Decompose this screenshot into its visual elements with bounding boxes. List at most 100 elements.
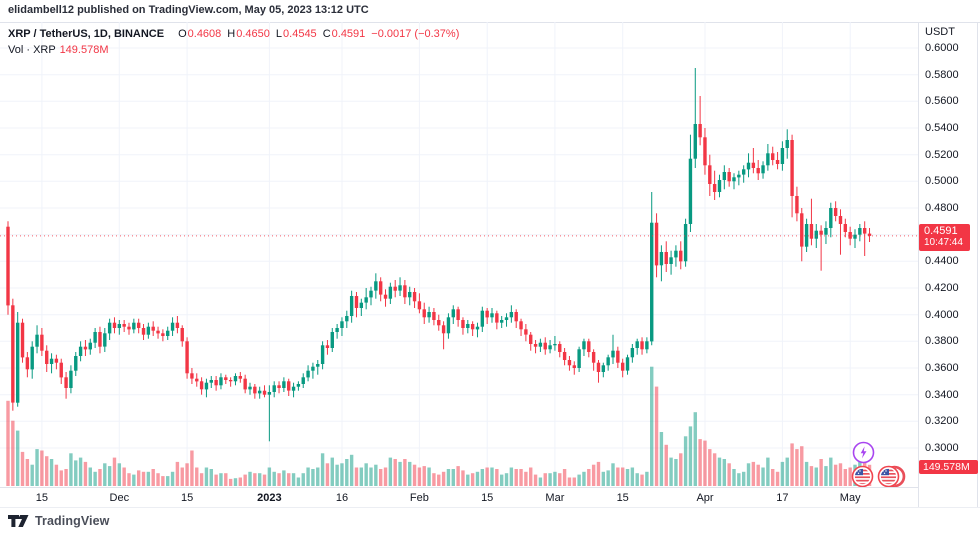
volume-bar xyxy=(466,474,470,486)
candle-body xyxy=(185,341,189,374)
volume-bar xyxy=(233,478,238,486)
candle-body xyxy=(248,386,252,390)
volume-bar xyxy=(219,473,223,486)
time-tick-label: 15 xyxy=(481,492,494,504)
volume-bar xyxy=(804,461,809,486)
price-axis[interactable]: USDT 0.6000 0.5800 0.5600 0.5400 0.5200 0.500… xyxy=(918,22,980,507)
candle-body xyxy=(771,153,775,160)
candle-body xyxy=(383,294,388,299)
candle-body xyxy=(446,317,451,334)
candle-body xyxy=(195,378,199,382)
volume-bar xyxy=(59,470,63,486)
candle-body xyxy=(548,345,552,350)
candle-body xyxy=(664,252,668,264)
price-tick-label: 0.5400 xyxy=(925,122,959,134)
candle-body xyxy=(78,346,83,356)
volume-bar xyxy=(422,466,426,486)
volume-bar xyxy=(287,473,291,486)
candle-body xyxy=(388,286,393,299)
candle-body xyxy=(683,224,688,262)
volume-bar xyxy=(761,467,765,486)
tradingview-footer[interactable]: TradingView xyxy=(8,512,110,530)
volume-bar xyxy=(746,463,751,486)
candle-body xyxy=(146,326,151,335)
time-tick-label: May xyxy=(839,492,861,504)
candle-body xyxy=(766,153,770,166)
volume-bar xyxy=(282,470,286,486)
volume-bar xyxy=(437,474,441,486)
candle-body xyxy=(862,228,867,234)
candle-body xyxy=(504,317,509,320)
price-tick-label: 0.5200 xyxy=(925,148,959,161)
candle-body xyxy=(378,281,383,295)
candle-body xyxy=(645,341,649,350)
volume-bar xyxy=(6,400,10,486)
volume-bar xyxy=(461,470,465,486)
candle-body xyxy=(49,358,54,364)
volume-bar xyxy=(262,474,267,486)
candle-body xyxy=(567,360,572,366)
time-axis[interactable]: 15 Dec 15 2023 16 Feb 15 Mar 15 Apr 17 May xyxy=(0,491,918,507)
candle-body xyxy=(364,297,368,303)
price-tick-label: 0.3200 xyxy=(925,415,959,428)
candle-body xyxy=(741,169,746,175)
candle-body xyxy=(35,334,39,347)
candle-body xyxy=(156,330,160,334)
low-value: 0.4545 xyxy=(283,28,317,40)
volume-bar xyxy=(243,474,247,486)
volume-bar xyxy=(127,473,131,486)
us-flag-circle-double-icon[interactable] xyxy=(877,465,906,488)
volume-bar xyxy=(616,467,620,486)
candle-body xyxy=(577,349,581,368)
candle-body xyxy=(306,370,310,378)
candle-body xyxy=(514,312,518,322)
volume-bar xyxy=(311,469,315,486)
candle-body xyxy=(451,309,455,318)
candle-body xyxy=(490,313,494,318)
volume-bar xyxy=(238,477,243,486)
volume-bar xyxy=(795,449,799,486)
time-tick-label: 17 xyxy=(776,492,789,504)
candle-body xyxy=(243,378,247,390)
volume-bar xyxy=(495,469,499,486)
lightning-bolt-icon[interactable] xyxy=(852,441,875,464)
symbol-legend[interactable]: XRP / TetherUS, 1D, BINANCE O0.4608 H0.465… xyxy=(8,26,459,58)
volume-bar xyxy=(136,470,141,486)
candle-body xyxy=(180,328,184,342)
volume-bar xyxy=(20,451,25,486)
volume-bar xyxy=(330,457,334,486)
candle-body xyxy=(272,385,276,392)
volume-bar xyxy=(741,471,746,486)
candle-body xyxy=(166,330,170,336)
volume-bar xyxy=(577,474,581,486)
volume-label[interactable]: Vol · XRP xyxy=(8,44,56,56)
volume-bar xyxy=(199,473,204,486)
candle-body xyxy=(761,165,765,174)
candle-body xyxy=(654,222,659,266)
candle-body xyxy=(562,352,567,360)
price-tick-label: 0.3000 xyxy=(925,442,959,454)
candle-body xyxy=(553,344,557,346)
volume-bar xyxy=(25,459,30,486)
volume-bar xyxy=(712,453,717,486)
candle-body xyxy=(669,257,673,264)
open-value: 0.4608 xyxy=(187,28,222,40)
volume-bar xyxy=(345,459,349,486)
volume-bar xyxy=(693,412,697,486)
candle-body xyxy=(703,137,707,166)
price-tick-label: 0.3600 xyxy=(925,362,959,374)
close-label: C xyxy=(322,28,331,40)
symbol-title[interactable]: XRP / TetherUS, 1D, BINANCE xyxy=(8,28,165,40)
candle-body xyxy=(335,328,339,332)
volume-bar xyxy=(538,477,543,486)
us-flag-circle-icon[interactable] xyxy=(851,465,874,488)
candle-body xyxy=(117,324,122,328)
candle-body xyxy=(712,184,717,192)
volume-bar xyxy=(325,463,330,486)
candle-body xyxy=(422,309,426,318)
time-tick-label: 16 xyxy=(335,492,349,504)
volume-bar xyxy=(383,467,388,486)
candle-body xyxy=(640,341,644,350)
candle-body xyxy=(161,333,165,336)
price-chart-canvas[interactable] xyxy=(0,22,918,507)
